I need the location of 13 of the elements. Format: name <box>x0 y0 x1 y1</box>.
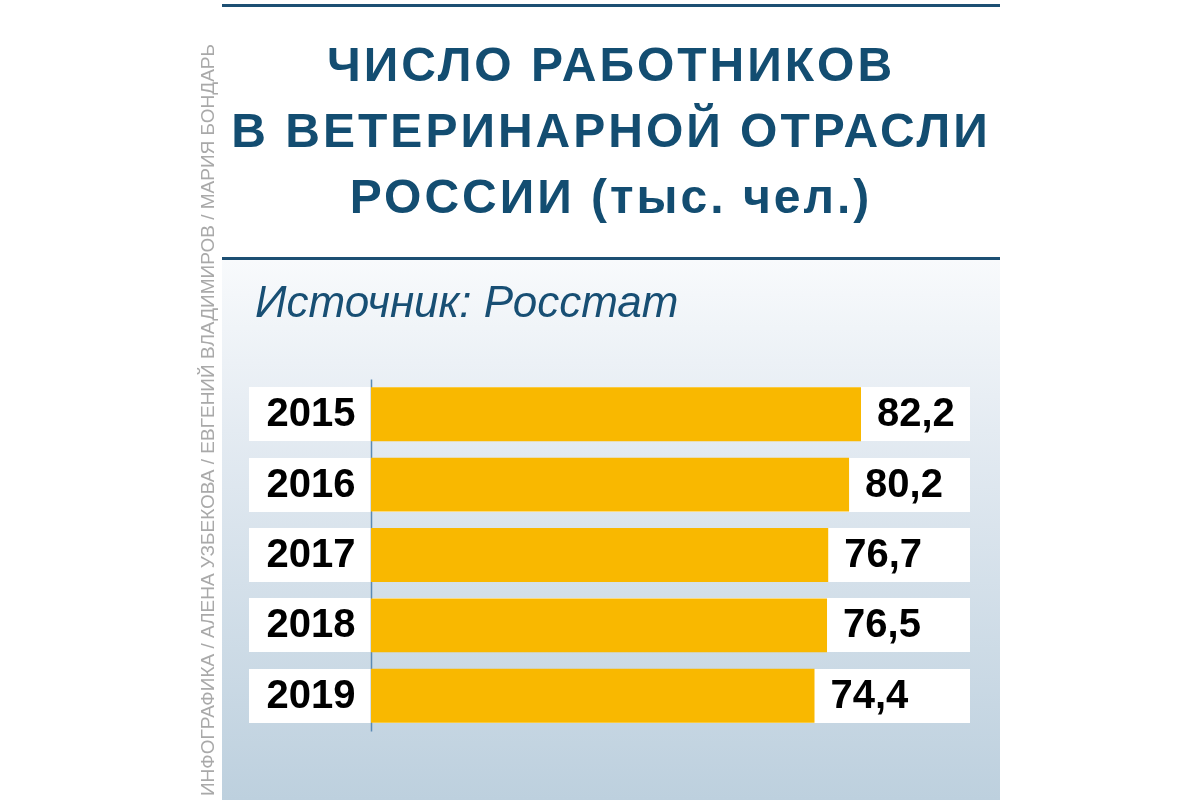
data-label: 82,2 <box>877 390 955 435</box>
data-label: 76,7 <box>844 531 923 575</box>
y-tick-label: 2015 <box>266 390 356 435</box>
y-tick-label: 2016 <box>266 460 356 505</box>
chart-title: ЧИСЛО РАБОТНИКОВ В ВЕТЕРИНАРНОЙ ОТРАСЛИ РОССИИ (тыс. чел.) <box>230 37 992 225</box>
text: Источник: Росстат <box>255 277 679 326</box>
data-label: 76,5 <box>843 601 921 646</box>
y-tick-label: 2018 <box>266 601 356 646</box>
text: ИНФОГРАФИКА / АЛЕНА УЗБЕКОВА / ЕВГЕНИЙ ВЛАДИМИРОВ / МАРИЯ БОНДАРЬ <box>197 43 218 796</box>
data-label: 80,2 <box>865 460 943 505</box>
y-tick-label: 2017 <box>266 531 356 575</box>
y-tick-label: 2019 <box>266 671 356 716</box>
data-label: 74,4 <box>830 671 910 716</box>
